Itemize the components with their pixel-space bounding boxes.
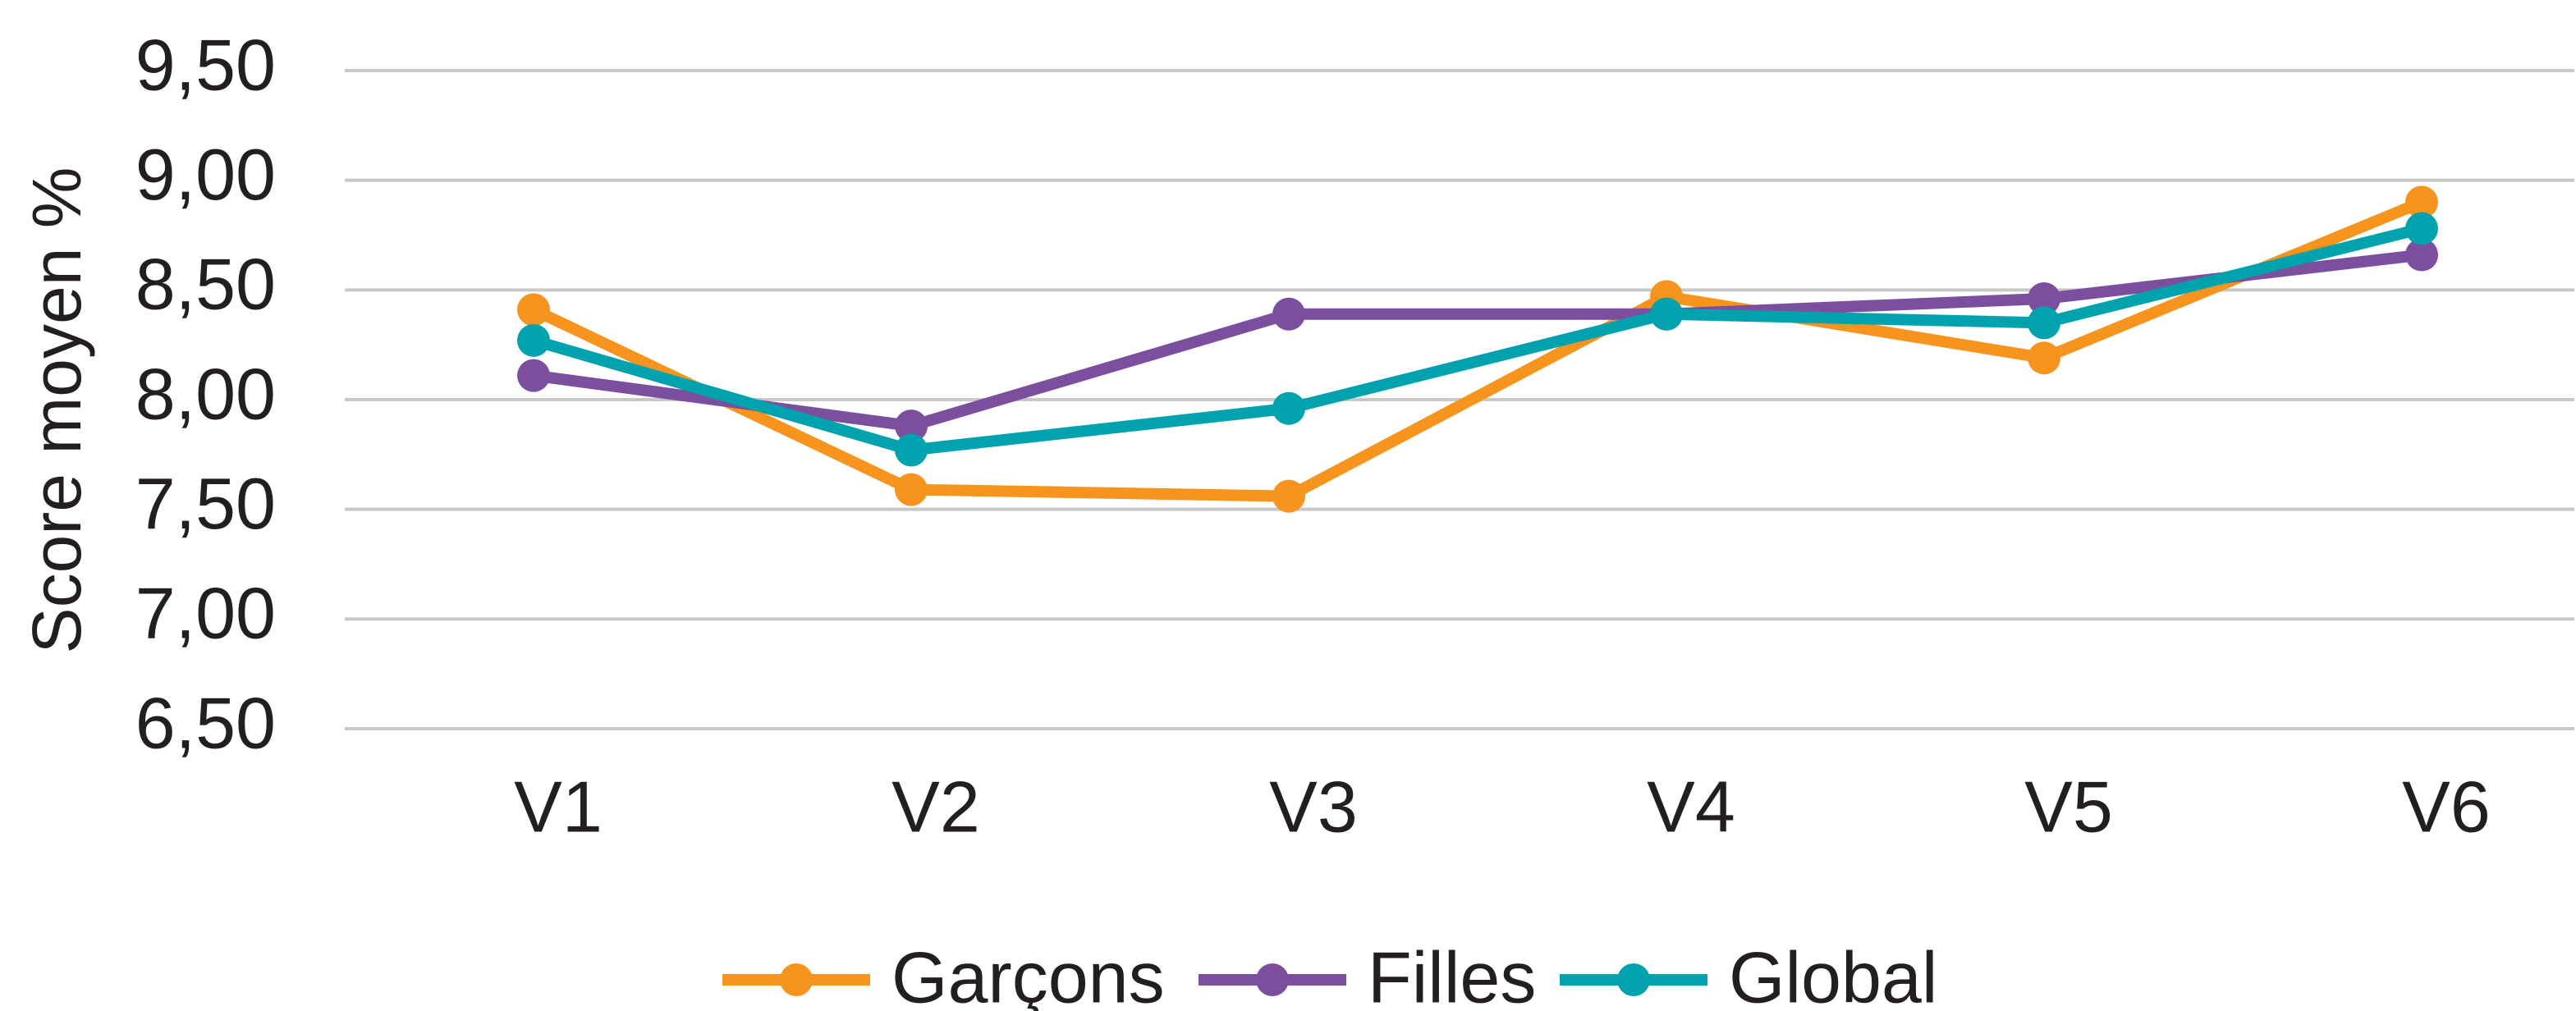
y-tick-label: 8,50 <box>135 244 276 325</box>
data-point <box>2028 282 2060 316</box>
y-tick-label: 6,50 <box>135 682 276 763</box>
legend-label: Garçons <box>892 936 1165 1011</box>
legend-marker <box>1617 963 1650 996</box>
y-tick-label: 9,50 <box>135 24 276 105</box>
data-point <box>2405 238 2438 272</box>
data-point <box>1650 297 1683 331</box>
y-tick-label: 7,50 <box>135 463 276 544</box>
x-tick-label: V1 <box>514 766 603 847</box>
x-tick-label: V3 <box>1269 766 1358 847</box>
y-tick-label: 9,00 <box>135 134 276 215</box>
legend-label: Global <box>1729 936 1937 1011</box>
x-tick-label: V5 <box>2024 766 2113 847</box>
data-point <box>895 473 928 506</box>
legend-marker <box>780 963 813 996</box>
data-point <box>1272 479 1305 513</box>
data-point <box>895 433 928 467</box>
data-point <box>2405 212 2438 245</box>
data-point <box>1272 391 1305 425</box>
x-tick-label: V4 <box>1647 766 1735 847</box>
series-line <box>533 249 2422 432</box>
data-point <box>2028 341 2060 375</box>
data-point <box>1272 297 1305 331</box>
data-point <box>2028 306 2060 340</box>
data-point <box>517 293 550 327</box>
y-axis-label: Score moyen % <box>18 167 95 654</box>
data-point <box>517 359 550 392</box>
data-point <box>2405 185 2438 219</box>
data-point <box>895 409 928 443</box>
y-tick-label: 8,00 <box>135 353 276 434</box>
x-tick-label: V2 <box>892 766 980 847</box>
legend-label: Filles <box>1368 936 1536 1011</box>
series-line <box>530 196 2424 502</box>
y-tick-label: 7,00 <box>135 573 276 654</box>
legend-marker <box>1256 963 1289 996</box>
data-point <box>517 323 550 357</box>
x-tick-label: V6 <box>2402 766 2491 847</box>
series-line <box>532 222 2423 456</box>
